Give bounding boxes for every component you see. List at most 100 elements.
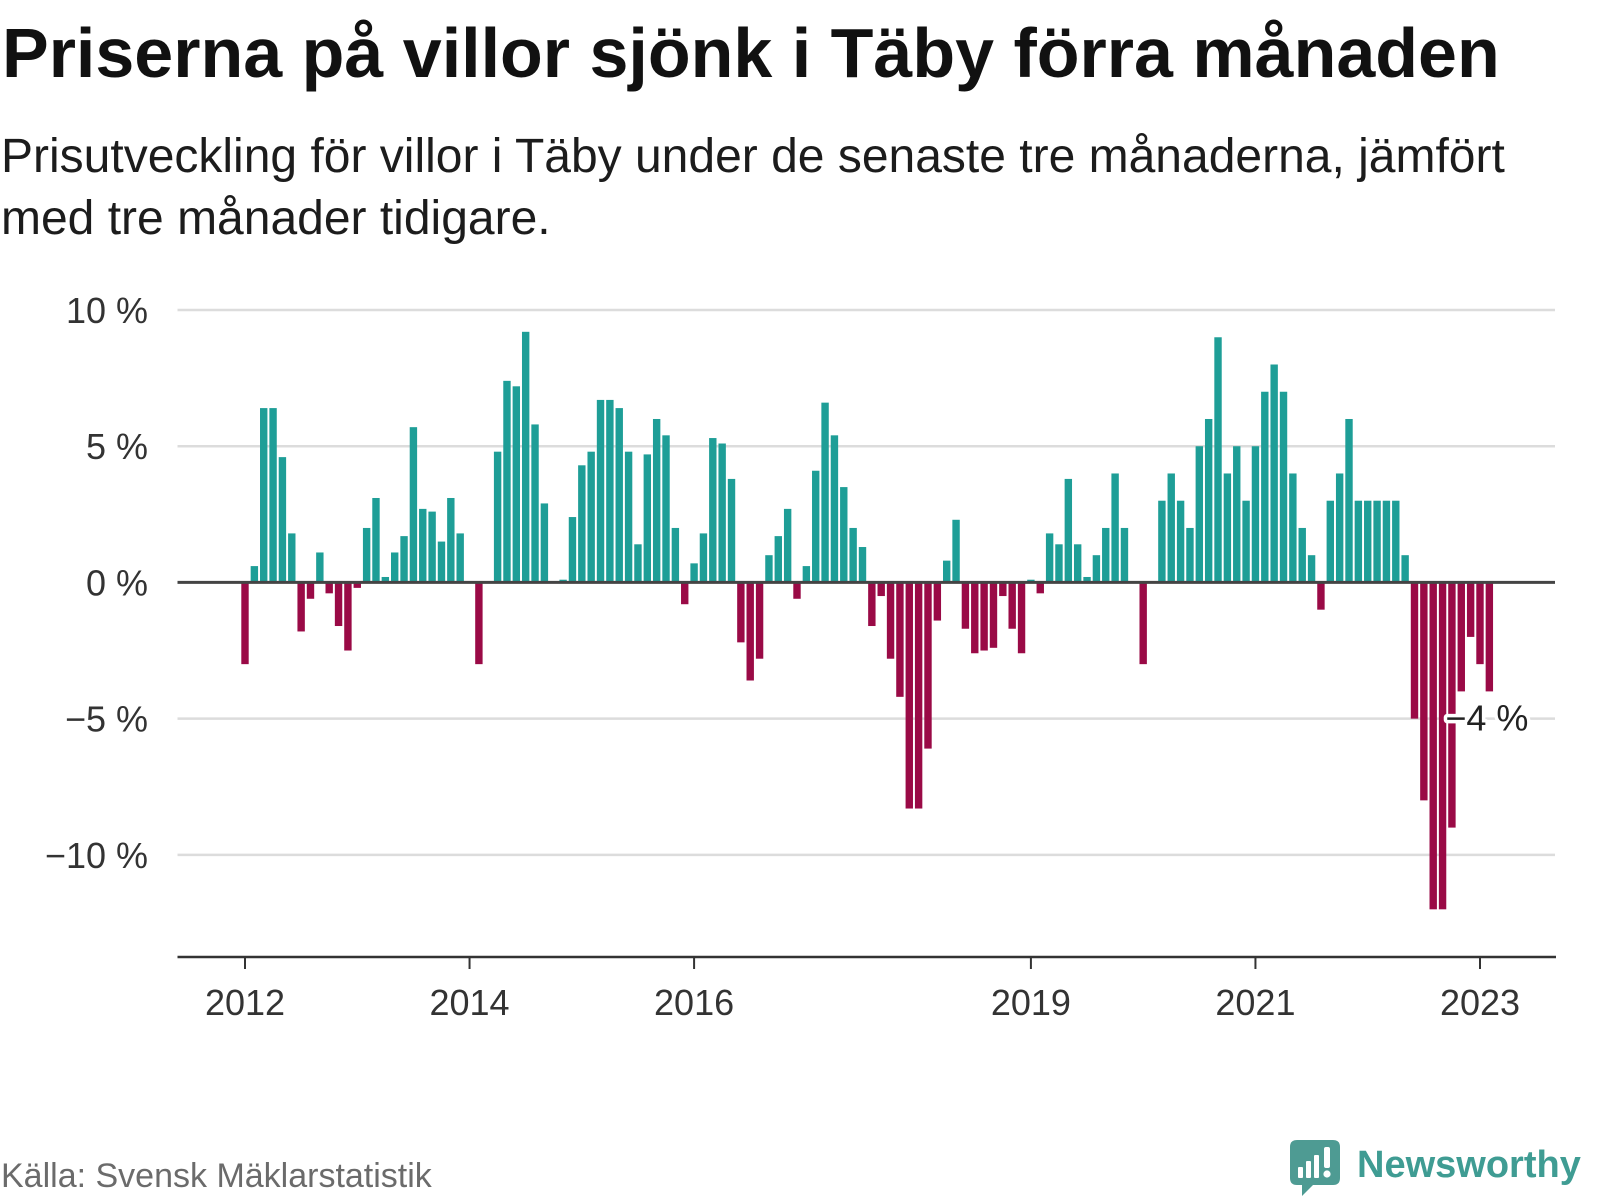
- bar: [1111, 473, 1119, 583]
- bar: [437, 541, 446, 583]
- bar: [447, 497, 455, 583]
- bar: [306, 582, 315, 599]
- bar: [840, 487, 848, 583]
- bar: [924, 582, 932, 749]
- bar: [1382, 500, 1391, 583]
- bar: [1055, 544, 1063, 583]
- bar: [1307, 555, 1316, 583]
- bar: [1120, 527, 1129, 583]
- bar: [709, 438, 717, 583]
- bar: [961, 582, 970, 629]
- bar: [596, 399, 605, 583]
- bar: [1354, 500, 1363, 583]
- axes: [177, 580, 1556, 969]
- bar: [755, 582, 764, 659]
- bar: [316, 552, 324, 583]
- bar: [325, 582, 333, 594]
- bar: [1223, 473, 1232, 583]
- bar: [1448, 582, 1456, 828]
- bar: [821, 402, 829, 583]
- bar: [1083, 576, 1091, 583]
- bar: [353, 582, 361, 588]
- bar: [297, 582, 305, 632]
- bar: [1036, 582, 1044, 594]
- chart-title: Priserna på villor sjönk i Täby förra må…: [2, 14, 1500, 92]
- y-tick-label: 0 %: [86, 562, 148, 603]
- bar: [493, 451, 502, 583]
- bar: [737, 582, 745, 643]
- bar: [475, 582, 483, 665]
- bar: [643, 454, 652, 583]
- bar: [1326, 500, 1334, 583]
- bar: [690, 563, 698, 583]
- bar: [1158, 500, 1166, 583]
- bar: [746, 582, 754, 681]
- bar: [456, 533, 464, 583]
- bar: [1204, 418, 1213, 583]
- bar: [1270, 364, 1278, 583]
- bar: [718, 443, 726, 583]
- bar: [587, 451, 595, 583]
- bar: [606, 399, 614, 583]
- bar: [1373, 500, 1381, 583]
- bar: [634, 544, 642, 583]
- bar: [783, 508, 792, 583]
- bar-chart: 10 % 5 % 0 % −5 % −10 % 2012 2014 2016 2019 2021 2…: [45, 290, 1556, 1023]
- bar: [1289, 473, 1297, 583]
- bar: [943, 560, 951, 583]
- bar: [1092, 555, 1101, 583]
- bar: [540, 503, 549, 583]
- source-note: Källa: Svensk Mäklarstatistik: [1, 1157, 432, 1195]
- x-tick-label: 2014: [429, 982, 509, 1023]
- bar: [428, 511, 436, 583]
- bar: [241, 582, 249, 665]
- bar: [830, 435, 839, 583]
- axis-labels: 10 % 5 % 0 % −5 % −10 % 2012 2014 2016 2019 2021 2…: [45, 290, 1532, 1023]
- bar: [980, 582, 988, 651]
- bar: [802, 566, 811, 583]
- bar: [727, 478, 736, 583]
- bar: [652, 418, 661, 583]
- bar: [671, 527, 680, 583]
- bar: [1429, 582, 1437, 910]
- y-tick-label: 10 %: [66, 290, 148, 331]
- bar: [372, 497, 380, 583]
- bar: [1008, 582, 1016, 629]
- bar: [391, 552, 399, 583]
- bar: [1251, 446, 1260, 583]
- bar: [774, 536, 782, 583]
- y-tick-label: −5 %: [65, 699, 148, 740]
- bar: [1298, 527, 1306, 583]
- bar: [288, 533, 296, 583]
- bar: [1017, 582, 1026, 654]
- bar: [699, 533, 708, 583]
- bar: [793, 582, 801, 599]
- bar: [1261, 391, 1269, 583]
- bar: [1214, 337, 1222, 583]
- bar: [344, 582, 352, 651]
- bar: [381, 576, 390, 583]
- bar: [999, 582, 1007, 597]
- bar: [662, 435, 670, 583]
- bar: [1176, 500, 1185, 583]
- bar: [400, 536, 408, 583]
- bar: [952, 519, 960, 583]
- bar: [1167, 473, 1175, 583]
- bar: [765, 555, 773, 583]
- bar: [1392, 500, 1400, 583]
- bars: [241, 331, 1494, 910]
- bar: [512, 386, 521, 583]
- bar: [278, 457, 287, 583]
- bar: [624, 451, 633, 583]
- bar: [1045, 533, 1054, 583]
- bar: [681, 582, 689, 605]
- x-tick-label: 2012: [205, 982, 285, 1023]
- bar: [1102, 527, 1110, 583]
- last-value-label: −4 %: [1445, 697, 1528, 738]
- bar: [1457, 582, 1465, 692]
- bar: [1073, 544, 1082, 583]
- bar: [1317, 582, 1325, 610]
- bar: [877, 582, 885, 597]
- bar: [1335, 473, 1344, 583]
- chart-subtitle: Prisutveckling för villor i Täby under d…: [1, 130, 1505, 245]
